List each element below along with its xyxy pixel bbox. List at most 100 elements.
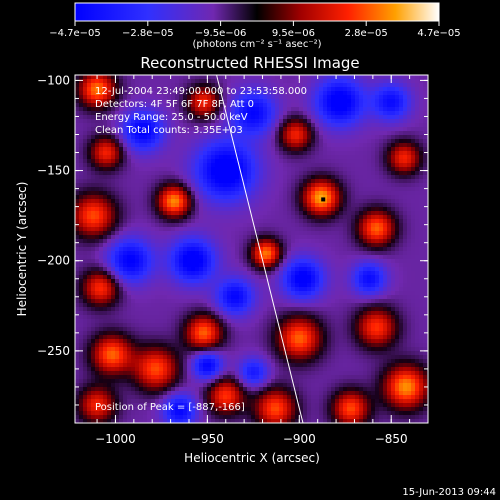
heatmap-cell	[419, 75, 423, 79]
heatmap-cell	[243, 243, 247, 247]
heatmap-cell	[311, 119, 315, 123]
heatmap-cell	[179, 99, 183, 103]
heatmap-cell	[355, 283, 359, 287]
heatmap-cell	[303, 103, 307, 107]
heatmap-cell	[203, 199, 207, 203]
heatmap-cell	[351, 247, 355, 251]
heatmap-cell	[235, 259, 239, 263]
heatmap-cell	[399, 127, 403, 131]
heatmap-cell	[255, 167, 259, 171]
heatmap-cell	[131, 243, 135, 247]
heatmap-cell	[399, 295, 403, 299]
heatmap-cell	[283, 155, 287, 159]
heatmap-cell	[143, 223, 147, 227]
heatmap-cell	[143, 139, 147, 143]
heatmap-cell	[195, 215, 199, 219]
heatmap-cell	[243, 119, 247, 123]
heatmap-cell	[263, 275, 267, 279]
heatmap-cell	[211, 203, 215, 207]
heatmap-cell	[375, 223, 379, 227]
heatmap-cell	[175, 247, 179, 251]
heatmap-cell	[167, 203, 171, 207]
heatmap-cell	[83, 243, 87, 247]
heatmap-cell	[179, 271, 183, 275]
heatmap-cell	[127, 95, 131, 99]
heatmap-cell	[383, 147, 387, 151]
heatmap-cell	[307, 75, 311, 79]
heatmap-cell	[183, 247, 187, 251]
heatmap-cell	[419, 127, 423, 131]
heatmap-cell	[275, 243, 279, 247]
heatmap-cell	[383, 235, 387, 239]
heatmap-cell	[203, 115, 207, 119]
heatmap-cell	[159, 239, 163, 243]
heatmap-cell	[151, 159, 155, 163]
heatmap-cell	[143, 255, 147, 259]
heatmap-cell	[303, 111, 307, 115]
heatmap-cell	[235, 179, 239, 183]
heatmap-cell	[327, 203, 331, 207]
heatmap-cell	[395, 123, 399, 127]
heatmap-cell	[247, 207, 251, 211]
heatmap-cell	[371, 199, 375, 203]
heatmap-cell	[175, 195, 179, 199]
heatmap-cell	[311, 191, 315, 195]
heatmap-cell	[107, 139, 111, 143]
heatmap-cell	[339, 99, 343, 103]
heatmap-cell	[355, 103, 359, 107]
heatmap-cell	[295, 255, 299, 259]
heatmap-cell	[195, 191, 199, 195]
heatmap-cell	[303, 179, 307, 183]
heatmap-cell	[211, 267, 215, 271]
heatmap-cell	[203, 171, 207, 175]
heatmap-cell	[107, 279, 111, 283]
heatmap-cell	[387, 291, 391, 295]
heatmap-cell	[203, 127, 207, 131]
heatmap-cell	[123, 167, 127, 171]
heatmap-cell	[295, 287, 299, 291]
heatmap-cell	[175, 111, 179, 115]
heatmap-cell	[167, 283, 171, 287]
heatmap-cell	[323, 231, 327, 235]
heatmap-cell	[103, 83, 107, 87]
heatmap-cell	[139, 263, 143, 267]
heatmap-cell	[239, 111, 243, 115]
heatmap-cell	[155, 183, 159, 187]
heatmap-cell	[219, 171, 223, 175]
heatmap-cell	[115, 247, 119, 251]
heatmap-cell	[359, 251, 363, 255]
heatmap-cell	[411, 127, 415, 131]
heatmap-cell	[383, 163, 387, 167]
heatmap-cell	[247, 171, 251, 175]
heatmap-cell	[115, 235, 119, 239]
colorbar-tick-label: −2.8e−05	[122, 28, 174, 39]
heatmap-cell	[335, 227, 339, 231]
heatmap-cell	[359, 99, 363, 103]
heatmap-cell	[147, 167, 151, 171]
heatmap-cell	[315, 203, 319, 207]
heatmap-cell	[383, 123, 387, 127]
heatmap-cell	[251, 151, 255, 155]
heatmap-cell	[275, 163, 279, 167]
heatmap-cell	[359, 139, 363, 143]
heatmap-cell	[87, 215, 91, 219]
heatmap-cell	[387, 183, 391, 187]
heatmap-cell	[247, 223, 251, 227]
heatmap-cell	[331, 159, 335, 163]
heatmap-cell	[359, 159, 363, 163]
heatmap-cell	[371, 151, 375, 155]
heatmap-cell	[303, 255, 307, 259]
heatmap-cell	[343, 91, 347, 95]
heatmap-cell	[79, 171, 83, 175]
heatmap-cell	[411, 179, 415, 183]
heatmap-cell	[91, 267, 95, 271]
heatmap-cell	[331, 79, 335, 83]
heatmap-cell	[263, 191, 267, 195]
heatmap-cell	[407, 79, 411, 83]
heatmap-cell	[119, 263, 123, 267]
heatmap-cell	[343, 223, 347, 227]
heatmap-cell	[295, 163, 299, 167]
heatmap-cell	[279, 211, 283, 215]
heatmap-cell	[175, 123, 179, 127]
heatmap-cell	[243, 143, 247, 147]
